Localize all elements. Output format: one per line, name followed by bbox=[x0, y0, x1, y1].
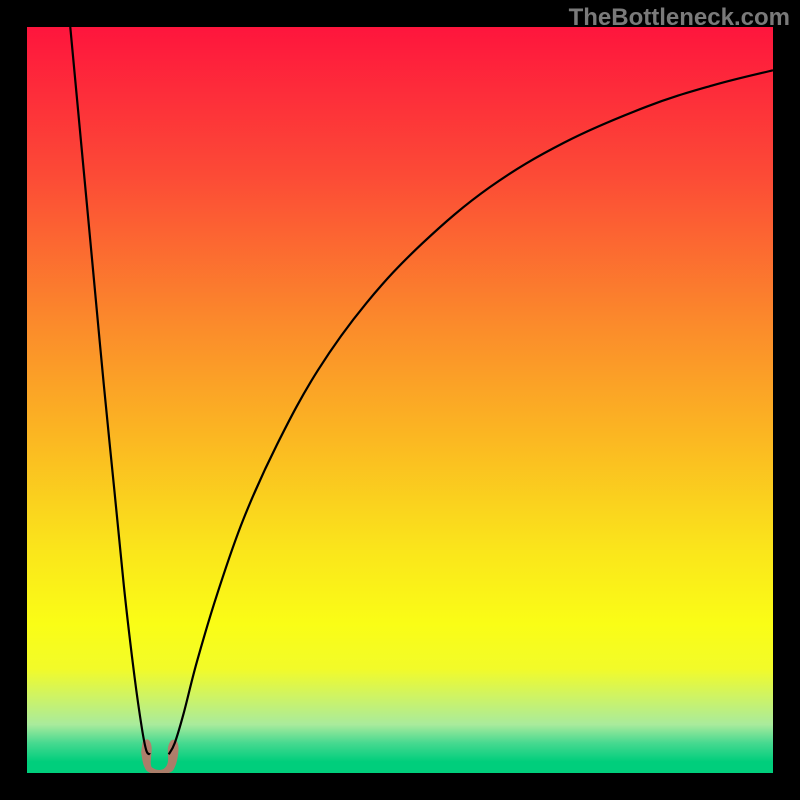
watermark-text: TheBottleneck.com bbox=[569, 4, 790, 32]
chart-container: TheBottleneck.com bbox=[0, 0, 800, 800]
plot-svg bbox=[0, 0, 800, 800]
gradient-background bbox=[27, 27, 773, 773]
